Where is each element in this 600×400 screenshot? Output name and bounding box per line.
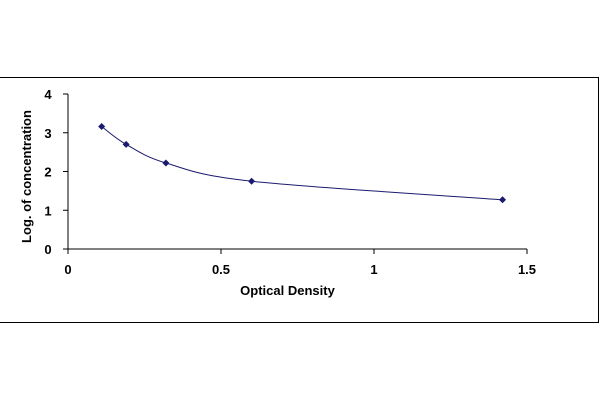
fit-curve <box>101 126 503 201</box>
chart-frame <box>0 77 599 323</box>
y-tick-label: 3 <box>44 126 51 141</box>
y-tick-label: 0 <box>44 242 51 257</box>
y-ticks: 0 1 2 3 4 <box>44 87 68 257</box>
y-tick-label: 2 <box>44 165 51 180</box>
x-tick-label: 0.5 <box>212 262 230 277</box>
x-tick-label: 1 <box>370 262 377 277</box>
axes <box>67 94 527 250</box>
data-point-marker <box>499 196 507 204</box>
y-tick-label: 4 <box>44 87 52 102</box>
data-points <box>98 123 507 204</box>
data-point-marker <box>122 140 130 148</box>
data-point-marker <box>98 123 106 131</box>
x-axis-title: Optical Density <box>240 283 335 298</box>
x-tick-label: 1.5 <box>518 262 536 277</box>
y-axis-title: Log. of concentration <box>19 110 34 243</box>
data-point-marker <box>248 177 256 185</box>
data-point-marker <box>162 159 170 167</box>
x-tick-label: 0 <box>64 262 71 277</box>
y-tick-label: 1 <box>44 203 51 218</box>
x-ticks: 0 0.5 1 1.5 <box>64 249 536 277</box>
